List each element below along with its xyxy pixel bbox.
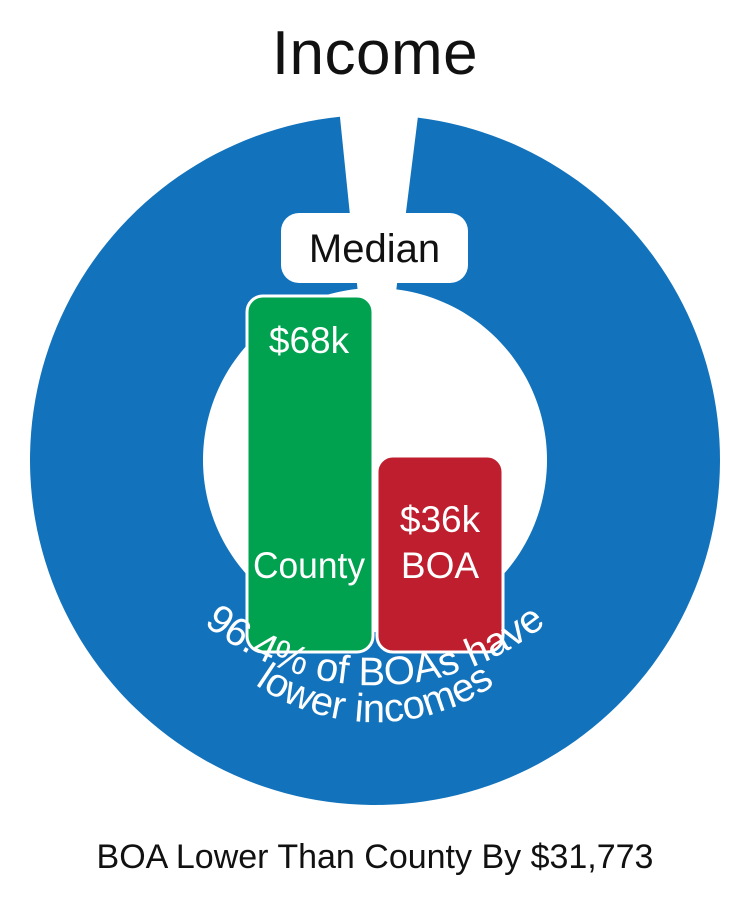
median-badge-box [281,213,468,283]
county-bar [245,294,375,654]
chart-title: Income [271,19,479,88]
difference-caption: BOA Lower Than County By $31,773 [96,838,654,876]
county-value-label: $68k [269,320,350,361]
income-share-ring [30,116,720,805]
boa-category-label: BOA [401,545,479,586]
county-category-label: County [253,545,365,586]
boa-value-label: $36k [400,499,481,540]
boa-bar [375,454,505,654]
median-badge-label: Median [309,227,440,271]
